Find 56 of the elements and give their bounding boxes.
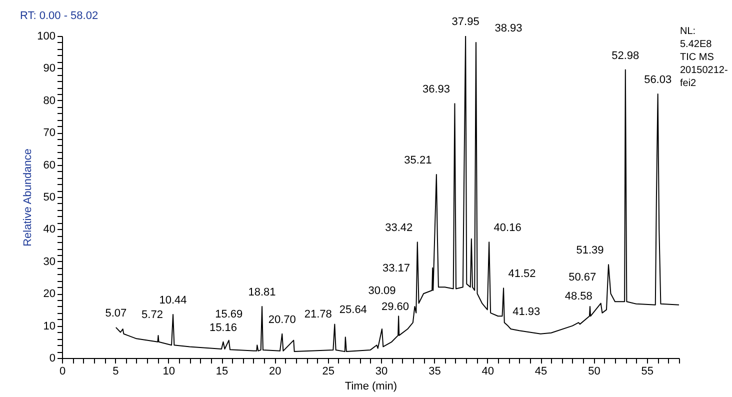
annotation: 41.93 xyxy=(512,306,540,318)
annotation: 20.70 xyxy=(268,314,296,326)
annotation: 33.42 xyxy=(385,222,413,234)
annotation: 5.72 xyxy=(142,309,163,322)
annotation: 38.93 xyxy=(494,22,522,34)
annotation: 41.52 xyxy=(508,268,536,280)
annotation: 25.64 xyxy=(339,304,367,316)
annotation: 5.07 xyxy=(105,307,127,320)
annotation: 15.16 xyxy=(209,322,237,334)
annotation: 56.03 xyxy=(644,74,672,86)
y-tick-label: 50 xyxy=(43,192,56,204)
y-tick-label: 10 xyxy=(43,320,56,332)
x-tick-label: 50 xyxy=(588,366,600,378)
x-tick-label: 35 xyxy=(428,366,441,378)
annotation: 10.44 xyxy=(159,294,187,307)
text: NL: xyxy=(680,26,696,37)
annotation: 51.39 xyxy=(576,244,604,257)
annotation: 15.69 xyxy=(215,308,243,320)
y-tick-label: 0 xyxy=(49,352,56,364)
y-tick-label: 80 xyxy=(43,94,56,107)
annotation: 37.95 xyxy=(452,16,480,28)
annotation: 33.17 xyxy=(382,262,410,274)
annotation: 35.21 xyxy=(404,154,432,166)
x-tick-label: 40 xyxy=(482,366,494,378)
annotation: 21.78 xyxy=(304,308,332,320)
x-tick-label: 45 xyxy=(534,366,548,378)
x-tick-label: 5 xyxy=(112,366,119,378)
x-tick-label: 30 xyxy=(375,366,388,378)
x-tick-label: 20 xyxy=(269,366,282,378)
y-tick-label: 20 xyxy=(43,288,56,300)
y-tick-label: 70 xyxy=(43,127,56,140)
y-tick-label: 60 xyxy=(43,159,56,172)
annotation: 40.16 xyxy=(494,222,522,234)
annotation: 36.93 xyxy=(422,84,450,96)
chart-title: RT: 0.00 - 58.02 xyxy=(20,10,98,22)
x-tick-label: 15 xyxy=(216,366,228,378)
text: fei2 xyxy=(680,78,697,89)
y-tick-label: 40 xyxy=(43,224,56,236)
y-tick-label: 100 xyxy=(37,30,56,42)
y-axis-title: Relative Abundance xyxy=(22,148,34,246)
text: 5.42E8 xyxy=(680,39,712,50)
y-tick-label: 90 xyxy=(43,62,56,75)
annotation: 18.81 xyxy=(248,286,276,298)
x-axis-title: Time (min) xyxy=(344,380,398,392)
annotation: 48.58 xyxy=(564,290,592,303)
annotation: 50.67 xyxy=(568,271,596,284)
x-tick-label: 25 xyxy=(322,366,334,378)
y-tick-label: 30 xyxy=(43,256,56,268)
annotation: 29.60 xyxy=(382,301,410,314)
text: TIC MS xyxy=(680,52,714,63)
annotation: 52.98 xyxy=(612,50,640,62)
annotation: 30.09 xyxy=(368,285,396,298)
x-tick-label: 10 xyxy=(162,366,175,378)
x-tick-label: 0 xyxy=(59,366,66,378)
text: 20150212- xyxy=(680,65,728,76)
x-tick-label: 55 xyxy=(641,366,654,378)
